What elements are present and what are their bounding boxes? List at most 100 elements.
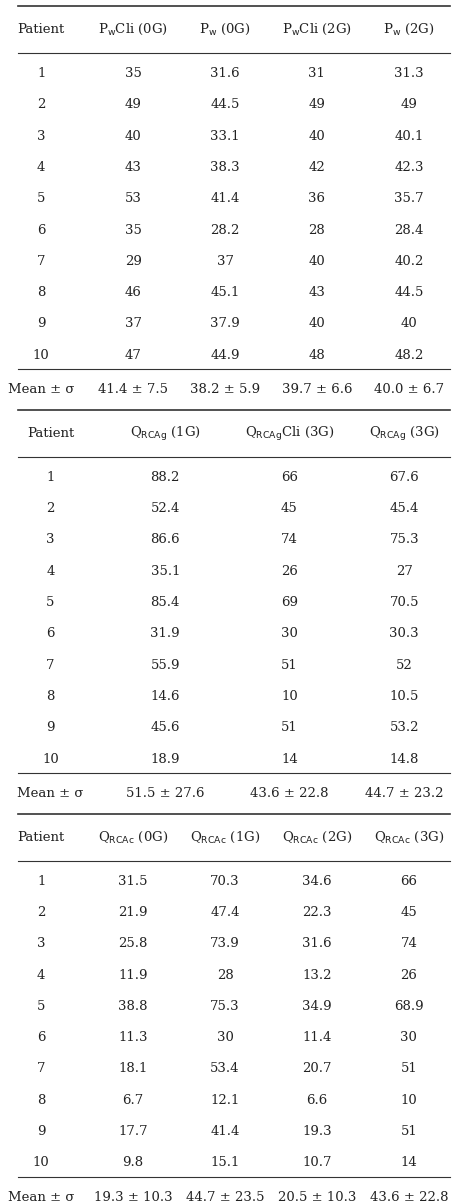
Text: P$_{\mathrm{w}}$Cli (2G): P$_{\mathrm{w}}$Cli (2G) xyxy=(282,22,351,37)
Text: 3: 3 xyxy=(37,938,45,951)
Text: 5: 5 xyxy=(37,192,45,206)
Text: 45: 45 xyxy=(400,906,416,918)
Text: 44.7 ± 23.5: 44.7 ± 23.5 xyxy=(185,1191,264,1202)
Text: 28.2: 28.2 xyxy=(210,224,239,237)
Text: 2: 2 xyxy=(37,906,45,918)
Text: 6.7: 6.7 xyxy=(122,1094,144,1107)
Text: 38.3: 38.3 xyxy=(210,161,239,174)
Text: 42: 42 xyxy=(308,161,325,174)
Text: 40.1: 40.1 xyxy=(393,130,423,143)
Text: 44.9: 44.9 xyxy=(210,349,239,362)
Text: 44.5: 44.5 xyxy=(210,99,239,112)
Text: 40.2: 40.2 xyxy=(393,255,423,268)
Text: 35: 35 xyxy=(125,67,141,81)
Text: 27: 27 xyxy=(395,565,412,578)
Text: 49: 49 xyxy=(308,99,325,112)
Text: Mean ± σ: Mean ± σ xyxy=(8,1191,74,1202)
Text: 40: 40 xyxy=(125,130,141,143)
Text: 10: 10 xyxy=(42,752,59,766)
Text: P$_{\mathrm{w}}$ (2G): P$_{\mathrm{w}}$ (2G) xyxy=(382,22,434,37)
Text: 39.7 ± 6.6: 39.7 ± 6.6 xyxy=(281,383,351,397)
Text: 9: 9 xyxy=(46,721,55,734)
Text: 30: 30 xyxy=(280,627,297,641)
Text: 10.5: 10.5 xyxy=(389,690,418,703)
Text: 8: 8 xyxy=(37,286,45,299)
Text: 29: 29 xyxy=(125,255,141,268)
Text: 34.9: 34.9 xyxy=(301,1000,331,1013)
Text: 45: 45 xyxy=(281,502,297,516)
Text: 7: 7 xyxy=(37,255,45,268)
Text: 51: 51 xyxy=(281,659,297,672)
Text: 44.5: 44.5 xyxy=(393,286,423,299)
Text: P$_{\mathrm{w}}$Cli (0G): P$_{\mathrm{w}}$Cli (0G) xyxy=(98,22,168,37)
Text: Mean ± σ: Mean ± σ xyxy=(17,787,83,801)
Text: 21.9: 21.9 xyxy=(118,906,148,918)
Text: 31.9: 31.9 xyxy=(150,627,180,641)
Text: 6.6: 6.6 xyxy=(306,1094,327,1107)
Text: 18.1: 18.1 xyxy=(118,1063,148,1076)
Text: Q$_{\mathrm{RCAc}}$ (3G): Q$_{\mathrm{RCAc}}$ (3G) xyxy=(373,829,443,845)
Text: Q$_{\mathrm{RCAc}}$ (0G): Q$_{\mathrm{RCAc}}$ (0G) xyxy=(98,829,168,845)
Text: 52: 52 xyxy=(395,659,412,672)
Text: 49: 49 xyxy=(125,99,141,112)
Text: 30.3: 30.3 xyxy=(388,627,418,641)
Text: 10: 10 xyxy=(281,690,297,703)
Text: 11.9: 11.9 xyxy=(118,969,148,982)
Text: 8: 8 xyxy=(46,690,55,703)
Text: 85.4: 85.4 xyxy=(150,596,180,609)
Text: 51: 51 xyxy=(281,721,297,734)
Text: 28: 28 xyxy=(216,969,233,982)
Text: Q$_{\mathrm{RCAg}}$ (1G): Q$_{\mathrm{RCAg}}$ (1G) xyxy=(130,424,200,442)
Text: 67.6: 67.6 xyxy=(388,471,418,484)
Text: 45.4: 45.4 xyxy=(389,502,418,516)
Text: 7: 7 xyxy=(46,659,55,672)
Text: 40: 40 xyxy=(308,255,325,268)
Text: 38.2 ± 5.9: 38.2 ± 5.9 xyxy=(189,383,260,397)
Text: 22.3: 22.3 xyxy=(301,906,331,918)
Text: 49: 49 xyxy=(400,99,416,112)
Text: 17.7: 17.7 xyxy=(118,1125,148,1138)
Text: 12.1: 12.1 xyxy=(210,1094,239,1107)
Text: 51: 51 xyxy=(400,1063,416,1076)
Text: 20.7: 20.7 xyxy=(301,1063,331,1076)
Text: 1: 1 xyxy=(37,67,45,81)
Text: 3: 3 xyxy=(46,534,55,547)
Text: 3: 3 xyxy=(37,130,45,143)
Text: 70.5: 70.5 xyxy=(388,596,418,609)
Text: 8: 8 xyxy=(37,1094,45,1107)
Text: 31.6: 31.6 xyxy=(301,938,331,951)
Text: 66: 66 xyxy=(280,471,297,484)
Text: 40: 40 xyxy=(308,317,325,331)
Text: 75.3: 75.3 xyxy=(210,1000,239,1013)
Text: 31.5: 31.5 xyxy=(118,875,148,887)
Text: 41.4 ± 7.5: 41.4 ± 7.5 xyxy=(98,383,168,397)
Text: 35: 35 xyxy=(125,224,141,237)
Text: 28: 28 xyxy=(308,224,325,237)
Text: 18.9: 18.9 xyxy=(150,752,180,766)
Text: 45.1: 45.1 xyxy=(210,286,239,299)
Text: 14: 14 xyxy=(281,752,297,766)
Text: Q$_{\mathrm{RCAc}}$ (2G): Q$_{\mathrm{RCAc}}$ (2G) xyxy=(281,829,351,845)
Text: 34.6: 34.6 xyxy=(301,875,331,887)
Text: 31.3: 31.3 xyxy=(393,67,423,81)
Text: 14.8: 14.8 xyxy=(389,752,418,766)
Text: 40: 40 xyxy=(400,317,416,331)
Text: 40: 40 xyxy=(308,130,325,143)
Text: 31: 31 xyxy=(308,67,325,81)
Text: 75.3: 75.3 xyxy=(388,534,418,547)
Text: 14: 14 xyxy=(400,1156,416,1170)
Text: 46: 46 xyxy=(125,286,141,299)
Text: 88.2: 88.2 xyxy=(150,471,180,484)
Text: 41.4: 41.4 xyxy=(210,1125,239,1138)
Text: Mean ± σ: Mean ± σ xyxy=(8,383,74,397)
Text: 4: 4 xyxy=(37,969,45,982)
Text: 5: 5 xyxy=(46,596,55,609)
Text: 45.6: 45.6 xyxy=(150,721,180,734)
Text: 26: 26 xyxy=(400,969,416,982)
Text: 74: 74 xyxy=(400,938,416,951)
Text: 52.4: 52.4 xyxy=(150,502,180,516)
Text: 30: 30 xyxy=(400,1031,416,1045)
Text: 14.6: 14.6 xyxy=(150,690,180,703)
Text: 9: 9 xyxy=(37,317,45,331)
Text: Patient: Patient xyxy=(18,831,65,844)
